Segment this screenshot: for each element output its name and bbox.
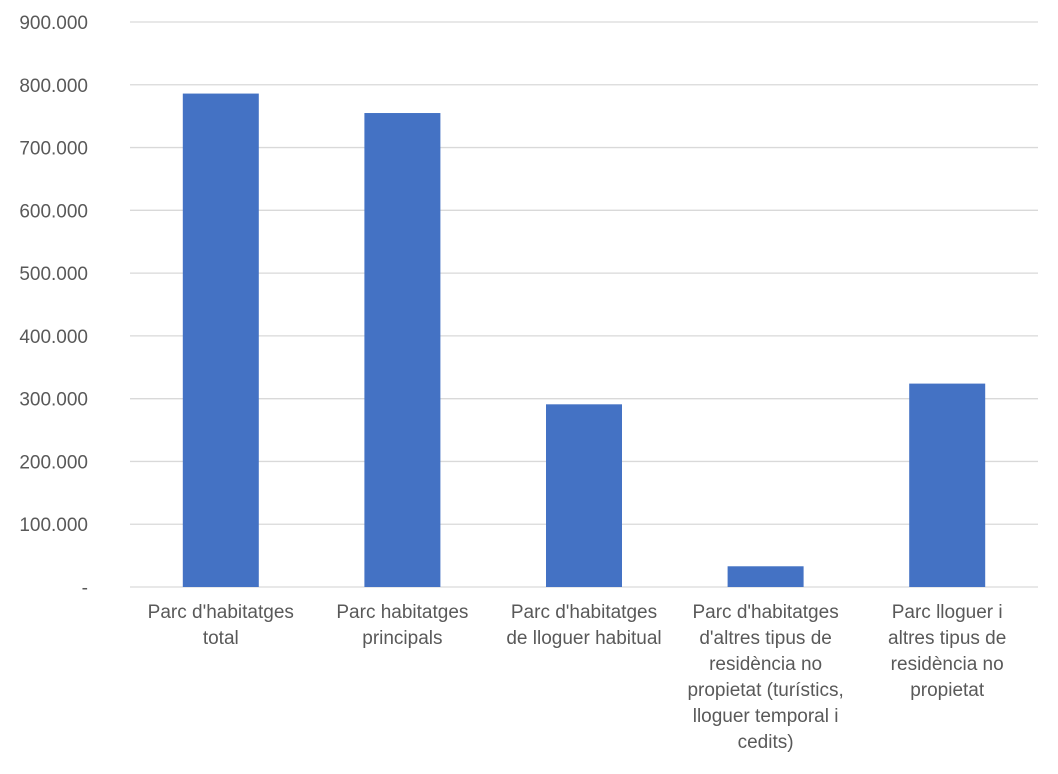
- x-category-label: Parc habitatges principals: [312, 600, 492, 652]
- y-tick-label: 900.000: [19, 13, 88, 34]
- x-category-label-line: principals: [362, 628, 443, 649]
- y-axis-tick-labels: - 100.000 200.000 300.000 400.000 500.000 600.…: [19, 13, 88, 599]
- x-category-label-line: Parc d'habitatges: [147, 602, 294, 623]
- x-category-label: Parc d'habitatges d'altres tipus de residè…: [676, 600, 856, 756]
- x-category-label-line: d'altres tipus de: [699, 628, 832, 649]
- y-tick-label: 500.000: [19, 264, 88, 285]
- x-category-label-line: propietat (turístics,: [687, 680, 844, 701]
- x-category-label-line: Parc habitatges: [336, 602, 469, 623]
- y-tick-label: 200.000: [19, 452, 88, 473]
- x-category-label-line: lloguer temporal i: [692, 706, 839, 727]
- x-category-label: Parc lloguer i altres tipus de residència …: [857, 600, 1037, 704]
- grid-lines: [130, 21, 1038, 588]
- x-category-label-line: de lloguer habitual: [506, 628, 662, 649]
- x-category-label-line: Parc d'habitatges: [510, 602, 658, 623]
- bar: [909, 383, 986, 587]
- bar: [727, 566, 804, 587]
- y-tick-label: 800.000: [19, 76, 88, 97]
- y-tick-label: 100.000: [19, 515, 88, 536]
- bars: [182, 93, 986, 588]
- y-tick-label: 600.000: [19, 201, 88, 222]
- y-tick-label: 300.000: [19, 390, 88, 411]
- y-tick-label: 400.000: [19, 327, 88, 348]
- bar: [364, 113, 441, 588]
- bar: [182, 93, 259, 588]
- x-category-label-line: total: [202, 628, 239, 649]
- bar: [546, 404, 622, 587]
- x-category-label-line: Parc d'habitatges: [692, 602, 839, 623]
- x-category-label-line: Parc lloguer i: [891, 602, 1003, 623]
- x-category-label: Parc d'habitatges de lloguer habitual: [494, 600, 674, 652]
- x-category-label-line: residència no: [709, 654, 823, 675]
- x-category-label: Parc d'habitatges total: [131, 600, 311, 652]
- y-tick-label: -: [82, 578, 88, 599]
- x-category-label-line: altres tipus de: [888, 628, 1007, 649]
- x-category-label-line: cedits): [737, 732, 794, 753]
- y-tick-label: 700.000: [19, 139, 88, 160]
- x-category-label-line: residència no: [890, 654, 1004, 675]
- x-category-label-line: propietat: [910, 680, 985, 701]
